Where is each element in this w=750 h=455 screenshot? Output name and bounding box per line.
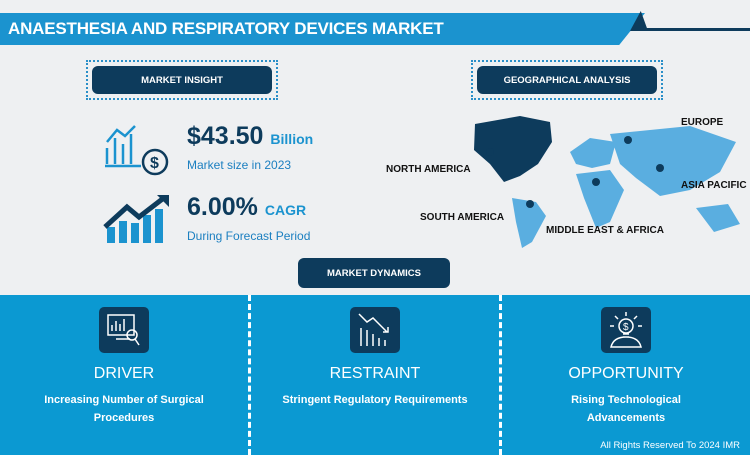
market-dynamics-label: MARKET DYNAMICS [298,258,450,288]
driver-panel: DRIVER Increasing Number of Surgical Pro… [0,295,248,455]
cagr: 6.00% CAGR [187,193,306,222]
page-title: ANAESTHESIA AND RESPIRATORY DEVICES MARK… [8,19,444,38]
chart-magnifier-icon [99,307,149,353]
map-asia [610,126,736,196]
opportunity-panel: $ OPPORTUNITY Rising Technological Advan… [499,295,750,455]
region-south-america: SOUTH AMERICA [420,212,505,223]
money-chart-icon: $ [105,125,169,176]
map-europe [570,138,616,168]
map-africa [576,170,624,228]
cagr-value: 6.00% [187,193,258,221]
cagr-unit: CAGR [264,202,307,218]
region-europe: EUROPE [681,117,724,128]
geo-analysis-label: GEOGRAPHICAL ANALYSIS [477,66,657,94]
market-size-caption: Market size in 2023 [187,158,292,172]
market-size: $43.50 Billion [187,122,313,151]
market-dynamics-header: MARKET DYNAMICS [298,258,450,288]
banner-line [645,28,750,31]
world-map [474,116,740,248]
opportunity-text: Rising Technological Advancements [571,394,681,424]
restraint-text: Stringent Regulatory Requirements [282,394,468,406]
dynamics-panels: DRIVER Increasing Number of Surgical Pro… [0,295,750,455]
growth-chart-icon [103,195,169,243]
region-asia-pacific: ASIA PACIFIC [681,180,747,191]
map-australia [696,204,740,232]
market-size-unit: Billion [270,131,314,147]
declining-chart-icon [350,307,400,353]
driver-heading: DRIVER [93,365,155,382]
lightbulb-dollar-icon: $ [601,307,651,353]
region-middle-east-africa: MIDDLE EAST & AFRICA [546,225,664,236]
cagr-caption: During Forecast Period [187,229,311,243]
title-banner [0,13,645,45]
copyright: All Rights Reserved To 2024 IMR [600,440,740,451]
market-size-value: $43.50 [187,122,264,150]
opportunity-heading: OPPORTUNITY [568,365,684,382]
svg-text:$: $ [150,155,159,172]
svg-text:$: $ [623,322,629,333]
driver-text: Increasing Number of Surgical Procedures [44,394,204,424]
map-south-america [512,198,546,248]
restraint-heading: RESTRAINT [329,365,421,382]
map-north-america [474,116,552,182]
geo-analysis-header: GEOGRAPHICAL ANALYSIS [471,60,663,100]
restraint-panel: RESTRAINT Stringent Regulatory Requireme… [248,295,499,455]
market-insight-label: MARKET INSIGHT [92,66,272,94]
region-north-america: NORTH AMERICA [386,164,471,175]
market-insight-header: MARKET INSIGHT [86,60,278,100]
